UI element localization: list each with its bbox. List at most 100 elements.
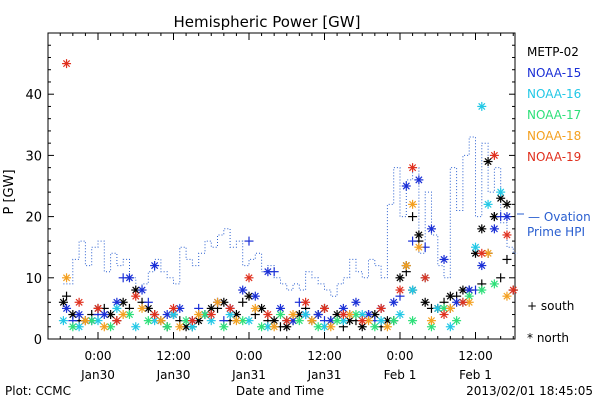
- noaa-18-north-point: [231, 316, 241, 326]
- ovation-legend-label-line2: Prime HPI: [527, 225, 585, 239]
- noaa-15-north-point: [477, 261, 487, 271]
- y-tick-label: 20: [25, 211, 42, 226]
- noaa-19-north-point: [489, 150, 499, 160]
- footer-right: 2013/02/01 18:45:05: [466, 384, 593, 398]
- metp-02-south-point: [62, 291, 72, 301]
- noaa-16-north-point: [395, 310, 405, 320]
- noaa-18-north-point: [99, 322, 109, 332]
- noaa-15-north-point: [401, 181, 411, 191]
- noaa-15-north-point: [175, 303, 185, 313]
- noaa-18-north-point: [80, 316, 90, 326]
- noaa-19-north-point: [62, 59, 72, 69]
- noaa-19-north-point: [376, 303, 386, 313]
- noaa-19-north-point: [93, 303, 103, 313]
- noaa-15-north-point: [250, 291, 260, 301]
- metp-02-north-point: [496, 193, 506, 203]
- noaa-16-north-point: [131, 322, 141, 332]
- noaa-19-north-point: [357, 316, 367, 326]
- noaa-15-south-point: [143, 297, 153, 307]
- metp-02-north-point: [477, 224, 487, 234]
- noaa-16-north-point: [376, 316, 386, 326]
- x-tick-label-time: 0:00: [85, 349, 112, 363]
- x-axis-label: Date and Time: [236, 384, 324, 398]
- noaa-17-north-point: [389, 316, 399, 326]
- y-tick-label: 40: [25, 88, 42, 103]
- plot-frame: [47, 32, 516, 340]
- noaa-15-south-point: [408, 236, 418, 246]
- noaa-19-north-point: [150, 310, 160, 320]
- noaa-15-north-point: [137, 285, 147, 295]
- metp-02-south-point: [502, 254, 512, 264]
- legend-item-metp-02: METP-02: [527, 45, 579, 59]
- noaa-15-south-point: [269, 267, 279, 277]
- x-tick-label-date: Jan31: [231, 368, 266, 382]
- metp-02-north-point: [420, 297, 430, 307]
- noaa-17-north-point: [332, 316, 342, 326]
- noaa-18-north-point: [382, 322, 392, 332]
- noaa-17-north-point: [68, 322, 78, 332]
- noaa-17-north-point: [219, 322, 229, 332]
- noaa-17-north-point: [275, 310, 285, 320]
- noaa-16-north-point: [483, 199, 493, 209]
- footer-left: Plot: CCMC: [5, 384, 71, 398]
- noaa-19-north-point: [282, 316, 292, 326]
- noaa-19-north-point: [263, 310, 273, 320]
- noaa-17-north-point: [257, 322, 267, 332]
- noaa-18-north-point: [156, 316, 166, 326]
- noaa-18-north-point: [426, 316, 436, 326]
- metp-02-north-point: [269, 316, 279, 326]
- noaa-17-north-point: [370, 322, 380, 332]
- noaa-19-north-point: [206, 310, 216, 320]
- noaa-19-north-point: [244, 273, 254, 283]
- legend-item-noaa-17: NOAA-17: [527, 108, 581, 122]
- x-tick-label-time: 12:00: [458, 349, 493, 363]
- noaa-17-north-point: [124, 310, 134, 320]
- noaa-17-north-point: [143, 316, 153, 326]
- noaa-15-north-point: [452, 297, 462, 307]
- x-tick-label-date: Feb 1: [384, 368, 417, 382]
- y-tick-label: 30: [25, 149, 42, 164]
- noaa-18-north-point: [364, 316, 374, 326]
- noaa-18-north-point: [288, 310, 298, 320]
- noaa-18-north-point: [137, 303, 147, 313]
- noaa-18-north-point: [307, 316, 317, 326]
- noaa-17-north-point: [408, 316, 418, 326]
- noaa-17-north-point: [294, 316, 304, 326]
- noaa-16-north-point: [496, 187, 506, 197]
- noaa-15-north-point: [74, 310, 84, 320]
- y-tick-label: 0: [34, 333, 42, 348]
- legend-item-noaa-18: NOAA-18: [527, 129, 581, 143]
- noaa-18-north-point: [213, 297, 223, 307]
- north-marker-legend: * north: [527, 331, 569, 345]
- noaa-15-south-point: [118, 273, 128, 283]
- legend-item-noaa-19: NOAA-19: [527, 150, 581, 164]
- noaa-15-south-point: [244, 236, 254, 246]
- chart-title: Hemispheric Power [GW]: [174, 13, 361, 31]
- ovation-legend-label-line1: — Ovation: [528, 210, 591, 224]
- metp-02-north-point: [357, 322, 367, 332]
- noaa-17-north-point: [452, 316, 462, 326]
- noaa-19-north-point: [508, 285, 518, 295]
- legend-item-noaa-16: NOAA-16: [527, 87, 581, 101]
- noaa-15-north-point: [426, 224, 436, 234]
- noaa-18-north-point: [445, 303, 455, 313]
- noaa-19-north-point: [502, 230, 512, 240]
- x-tick-label-date: Jan31: [307, 368, 342, 382]
- noaa-15-north-point: [62, 303, 72, 313]
- noaa-19-north-point: [320, 303, 329, 313]
- noaa-16-north-point: [408, 285, 418, 295]
- noaa-15-north-point: [338, 303, 348, 313]
- noaa-18-north-point: [175, 322, 185, 332]
- noaa-17-north-point: [489, 279, 499, 289]
- noaa-19-north-point: [169, 303, 178, 313]
- noaa-16-north-point: [58, 316, 68, 326]
- y-tick-label: 10: [25, 272, 42, 287]
- noaa-18-north-point: [401, 261, 411, 271]
- noaa-19-north-point: [338, 310, 348, 320]
- noaa-18-north-point: [118, 310, 128, 320]
- noaa-15-north-point: [389, 297, 399, 307]
- x-tick-label-time: 0:00: [387, 349, 414, 363]
- x-tick-label-time: 0:00: [236, 349, 263, 363]
- noaa-16-north-point: [445, 322, 455, 332]
- ovation-hpi-line: [63, 136, 518, 297]
